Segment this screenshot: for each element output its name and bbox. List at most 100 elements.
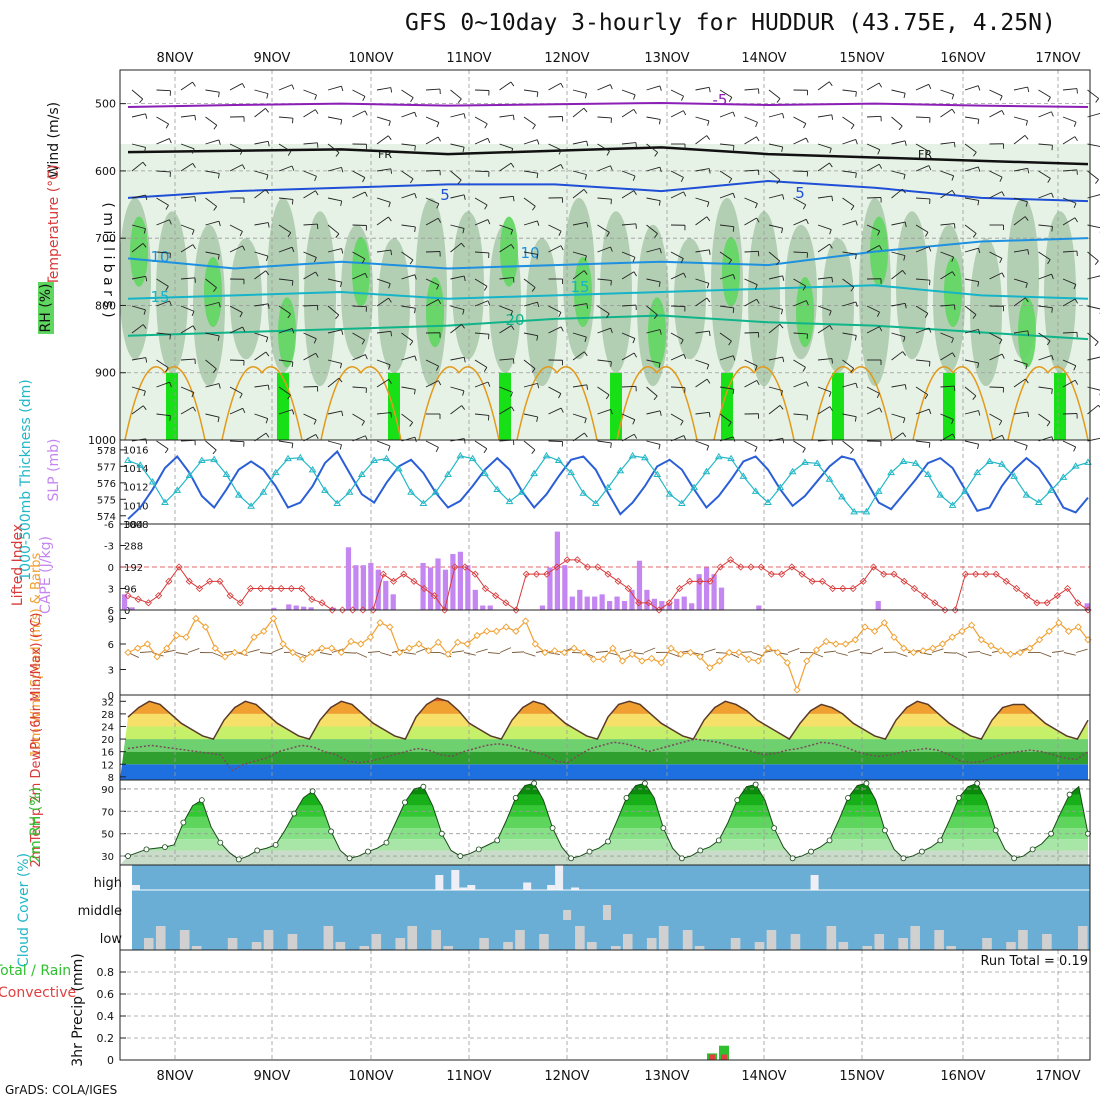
wind-barb — [1038, 386, 1053, 390]
wind-barb — [474, 251, 489, 254]
wind-barb-flag — [287, 394, 291, 400]
wind-barb-flag — [291, 247, 295, 253]
rh-point — [789, 855, 796, 862]
wind-barb — [646, 278, 661, 283]
wind-speed-point — [1074, 623, 1082, 631]
wind-speed-point — [774, 648, 782, 657]
wind-barb-flag — [850, 286, 855, 292]
wind-barb — [646, 410, 661, 415]
lifted-index-point — [859, 577, 867, 585]
wind-barb-flag — [999, 339, 1003, 345]
wind-barb-flag — [754, 446, 758, 452]
wind-barb-flag — [805, 219, 809, 225]
lifted-index-point — [900, 577, 908, 585]
temp-color-band — [120, 751, 1088, 765]
wind-barb — [646, 329, 661, 334]
wind-speed-point — [434, 638, 442, 646]
wind-barb — [670, 332, 684, 341]
wind-barb — [376, 359, 391, 366]
rh-point — [1011, 855, 1018, 862]
wind-barb — [744, 197, 758, 204]
wind-barb — [379, 652, 392, 657]
wind-barb-flag — [1074, 298, 1079, 304]
wind-barb — [670, 413, 684, 422]
cape-bar — [651, 598, 657, 610]
rh-legend-swatch — [38, 282, 54, 334]
wind-barb — [180, 305, 195, 312]
wind-barb-flag — [390, 87, 393, 93]
lifted-index-point — [992, 570, 1000, 578]
wind-barb-flag — [1001, 191, 1005, 197]
slp-point — [714, 452, 723, 460]
rh-point — [918, 848, 925, 855]
lifted-index-point — [338, 606, 347, 614]
wind-barb-flag — [855, 91, 857, 97]
wind-barb-flag — [706, 283, 710, 289]
wind-barb-flag — [213, 206, 218, 211]
wind-barb — [474, 332, 489, 335]
wind-barb — [523, 170, 538, 174]
rh-color-band — [120, 783, 1088, 795]
rh-point — [217, 839, 224, 846]
wind-barb — [891, 116, 903, 127]
wind-barb-flag — [314, 109, 319, 115]
wind-barb — [787, 647, 800, 653]
wind-barb — [989, 251, 1003, 259]
wind-barb-flag — [584, 432, 588, 438]
lifted-index-point — [257, 584, 265, 593]
wind-barb — [744, 88, 759, 91]
wind-speed-point — [783, 659, 792, 667]
wind-barb — [646, 166, 661, 172]
rh-point — [143, 846, 150, 853]
wind-speed-point — [512, 627, 520, 635]
wind-speed-point — [832, 640, 840, 648]
wind-barb-flag — [586, 222, 589, 228]
wind-barb — [303, 352, 316, 361]
wind-speed-point — [366, 633, 375, 641]
wind-barb-flag — [165, 367, 169, 373]
slp-point — [948, 501, 957, 508]
wind-barbs-upper — [131, 81, 1100, 455]
wind-barb — [940, 170, 954, 177]
wind-barb — [367, 651, 380, 653]
wind-barb — [254, 89, 269, 95]
wind-barb — [670, 386, 686, 389]
wind-barb-flag — [537, 383, 540, 389]
cloud-low-bar — [407, 926, 418, 950]
wind-barb — [254, 332, 268, 338]
wind-barb — [621, 304, 636, 307]
wind-speed-point — [492, 627, 501, 635]
wind-barb-flag — [829, 243, 833, 249]
cloud-low-bar — [898, 938, 908, 950]
cape-bar — [718, 587, 725, 610]
lifted-index-point — [471, 570, 479, 578]
wind-speed-point — [677, 650, 685, 658]
wind-barb-flag — [463, 113, 466, 119]
wind-barb — [352, 191, 366, 199]
wind-barb — [1062, 217, 1076, 226]
wind-barb — [621, 223, 636, 226]
wind-barb-flag — [437, 217, 442, 223]
wind-barbs-10m — [127, 647, 1088, 658]
wind-barb-flag — [978, 410, 981, 416]
rh-shade-blob — [674, 238, 706, 360]
cape-bar — [427, 567, 434, 610]
wind-barb — [817, 162, 830, 172]
wind-barb — [303, 223, 318, 226]
lifted-index-point — [236, 599, 244, 607]
wind-barb-flag — [510, 229, 514, 235]
wind-barb-flag — [977, 362, 980, 368]
wind-barb — [474, 137, 488, 145]
wind-barb-flag — [708, 168, 711, 174]
lifted-index-point — [124, 592, 132, 600]
wind-barb — [572, 140, 587, 145]
isotherm-label: 10 — [150, 248, 169, 266]
cape-bar — [122, 594, 128, 610]
wind-barb-flag — [659, 329, 662, 335]
wind-barb — [139, 651, 153, 653]
wind-barb — [964, 410, 979, 415]
cloud-level-high: high — [94, 876, 122, 891]
wind-barb — [715, 652, 729, 654]
wind-barb-flag — [169, 300, 172, 306]
wind-barb — [1087, 251, 1099, 262]
